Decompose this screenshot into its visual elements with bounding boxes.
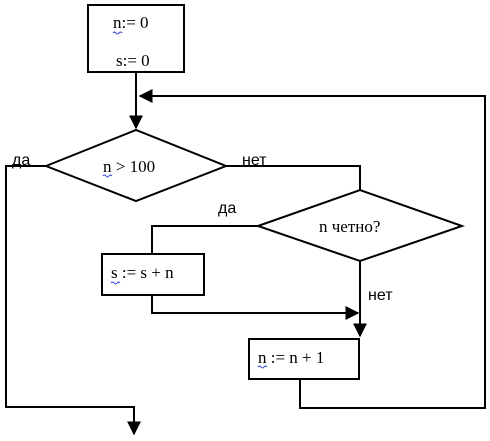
connector-no-to-even <box>226 165 361 190</box>
add-block <box>101 253 205 296</box>
label-no-main: нет <box>242 152 267 169</box>
label-no-even: нет <box>368 287 393 304</box>
connector-yes-exit <box>5 165 141 436</box>
init-n-text: n:= 0 <box>113 13 149 32</box>
add-text: s := s + n <box>111 263 174 282</box>
connector-even-yes <box>151 225 258 254</box>
init-s-text: s:= 0 <box>116 51 150 70</box>
init-block <box>87 4 185 73</box>
condition-even-diamond <box>254 188 466 263</box>
label-yes-even: да <box>218 200 236 217</box>
connector-add-to-merge <box>151 295 360 320</box>
inc-block <box>248 338 360 380</box>
inc-text: n := n + 1 <box>258 348 324 367</box>
connector-loop-back <box>138 89 486 409</box>
label-yes-main: да <box>12 152 30 169</box>
condition-even-text: n четно? <box>319 217 380 236</box>
condition-main-text: n > 100 <box>103 157 155 176</box>
